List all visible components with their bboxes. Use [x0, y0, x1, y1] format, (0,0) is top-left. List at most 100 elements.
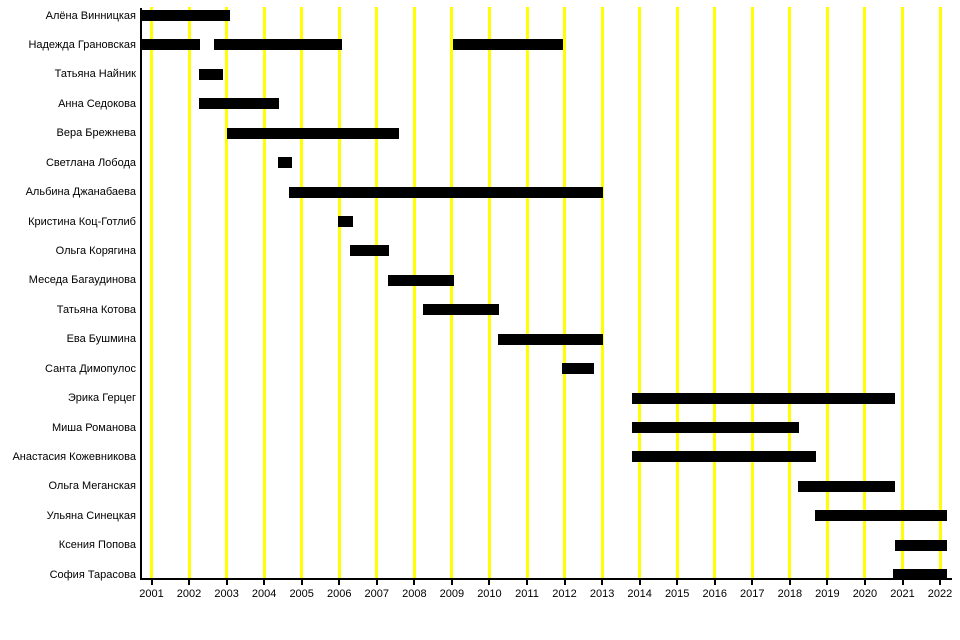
x-tick-2009	[450, 579, 453, 585]
x-tick-2005	[300, 579, 303, 585]
row-label: Светлана Лобода	[45, 156, 136, 169]
gantt-bar	[227, 127, 400, 139]
row-label: Ульяна Синецкая	[46, 509, 136, 522]
gantt-bar	[561, 363, 594, 375]
x-tick-2012	[563, 579, 566, 585]
gridline-2010	[487, 7, 491, 579]
gridline-2014	[638, 7, 642, 579]
x-tick-2011	[526, 579, 528, 585]
x-tick-2010	[488, 579, 491, 585]
gantt-bar	[498, 333, 604, 345]
row-label: Анна Седокова	[58, 97, 136, 110]
x-tick-2003	[225, 579, 228, 585]
row-label: Татьяна Котова	[56, 303, 136, 316]
x-tick-2002	[188, 579, 191, 585]
gridline-2012	[563, 7, 567, 579]
gantt-bar	[815, 510, 948, 522]
x-tick-label: 2013	[589, 588, 615, 600]
x-tick-label: 2010	[477, 588, 502, 600]
row-label: Кристина Коц-Готлиб	[28, 215, 136, 228]
x-tick-2004	[263, 579, 266, 585]
gridline-2001	[150, 7, 153, 579]
gantt-bar	[894, 539, 948, 551]
x-tick-label: 2021	[890, 588, 915, 600]
gridline-2019	[825, 7, 829, 579]
x-tick-label: 2002	[176, 588, 202, 600]
row-label: Санта Димопулос	[45, 362, 136, 375]
x-tick-2019	[826, 579, 829, 585]
x-tick-label: 2019	[815, 588, 840, 600]
x-tick-label: 2015	[664, 588, 690, 600]
row-label: Ева Бушмина	[66, 333, 136, 346]
x-tick-label: 2012	[552, 588, 577, 600]
x-tick-label: 2009	[439, 588, 465, 600]
gridline-2007	[375, 7, 379, 579]
x-tick-2007	[375, 579, 378, 585]
gridline-2002	[187, 7, 191, 579]
gridline-2004	[262, 7, 266, 579]
gridline-2015	[675, 7, 679, 579]
row-label: Альбина Джанабаева	[25, 186, 136, 199]
gantt-bar	[140, 10, 230, 21]
gantt-bar	[631, 392, 895, 404]
x-tick-2017	[751, 579, 754, 585]
x-tick-label: 2022	[927, 588, 953, 600]
row-label: Алёна Винницкая	[45, 9, 136, 22]
gridline-2022	[938, 7, 942, 579]
gantt-bar	[278, 157, 292, 169]
x-tick-label: 2011	[515, 588, 539, 600]
x-tick-2001	[150, 579, 153, 585]
row-label: София Тарасова	[49, 568, 136, 581]
y-axis-spine	[139, 8, 142, 579]
x-tick-2021	[901, 579, 904, 585]
row-label: Ксения Попова	[58, 539, 136, 552]
gridline-2006	[337, 7, 341, 579]
gridline-2003	[225, 7, 229, 579]
x-tick-label: 2020	[852, 588, 878, 600]
gantt-bar	[388, 274, 455, 286]
gantt-bar	[199, 68, 223, 80]
gantt-bar	[213, 39, 342, 51]
gridline-2017	[750, 7, 754, 579]
row-label: Анастасия Кожевникова	[12, 450, 136, 463]
x-tick-label: 2018	[777, 588, 803, 600]
gantt-bar	[798, 480, 895, 492]
x-tick-label: 2016	[702, 588, 727, 600]
gantt-bar	[631, 422, 800, 434]
x-tick-label: 2007	[364, 588, 390, 600]
x-tick-2020	[863, 579, 866, 585]
x-tick-2022	[939, 579, 942, 585]
x-tick-label: 2008	[402, 588, 427, 600]
gridline-2016	[713, 7, 717, 579]
row-label: Ольга Меганская	[48, 480, 136, 493]
gantt-bar	[289, 186, 604, 198]
x-axis-spine	[139, 578, 952, 580]
row-label: Эрика Герцег	[67, 392, 136, 405]
x-tick-2018	[788, 579, 791, 585]
gantt-bar	[422, 304, 500, 316]
x-tick-2015	[676, 579, 679, 585]
row-label: Меседа Багаудинова	[28, 274, 136, 287]
x-tick-2006	[338, 579, 341, 585]
gridline-2005	[300, 7, 304, 579]
x-tick-2014	[638, 579, 641, 585]
gridline-2011	[525, 7, 529, 579]
gridline-2009	[450, 7, 454, 579]
x-tick-label: 2004	[251, 588, 277, 600]
x-tick-2016	[713, 579, 716, 585]
gantt-bar	[893, 569, 948, 581]
x-tick-2013	[601, 579, 604, 585]
x-tick-label: 2017	[740, 588, 765, 600]
x-tick-label: 2014	[627, 588, 652, 600]
gridline-2020	[863, 7, 867, 579]
row-label: Татьяна Найник	[54, 68, 136, 81]
row-label: Миша Романова	[52, 421, 136, 434]
x-tick-label: 2003	[214, 588, 239, 600]
gridline-2008	[412, 7, 416, 579]
gantt-bar	[199, 98, 280, 110]
gantt-bar	[453, 39, 563, 51]
gridline-2021	[901, 7, 904, 579]
x-tick-label: 2005	[289, 588, 314, 600]
row-label: Вера Брежнева	[56, 127, 136, 140]
